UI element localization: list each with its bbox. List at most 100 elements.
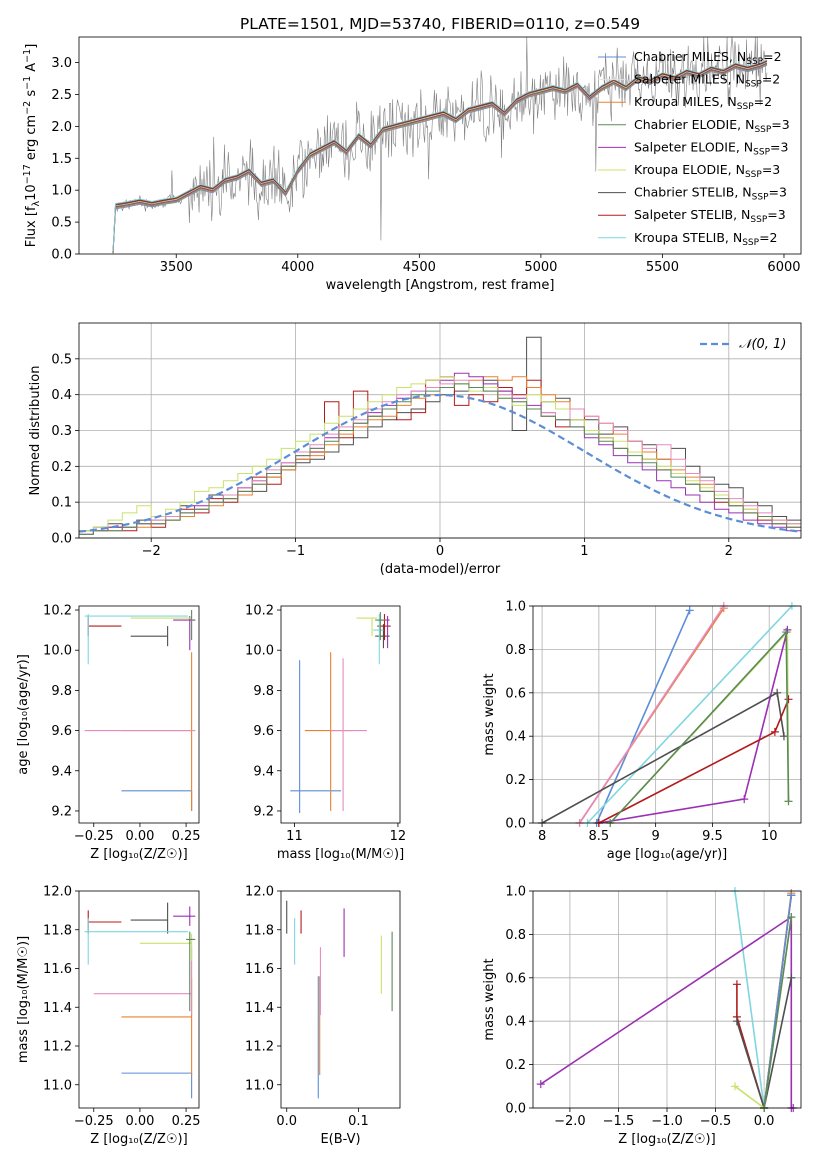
y-tick-label: 0.8 [505,928,526,943]
spectrum-panel: 3500 4000 4500 5000 5500 6000 0.0 0.5 1.0 1.5 2.0 2… [22,15,802,293]
model-line [112,63,768,255]
y-tick-label: 1.5 [51,152,72,167]
y-axis-label: Flux [fλ10−17 erg cm−2 s−1 A−1] [22,44,42,248]
y-tick-label: 10.2 [43,604,72,619]
y-tick-label: 0.0 [51,532,72,547]
x-tick-label: 0.00 [125,829,154,844]
axes-frame [532,890,802,1109]
weight-marker [787,891,796,900]
legend-label-text: Kroupa ELODIE, N [634,162,745,177]
weight-line [734,916,793,1110]
y-axis-label: age [log₁₀(age/yr)] [16,654,31,775]
weight-line [586,605,793,824]
legend-label-sub: SSP [737,102,754,112]
weight-marker [779,732,788,741]
legend-label: Kroupa ELODIE, NSSP=3 [634,162,780,180]
y-axis-label-part: Flux [f [24,206,39,247]
mass-vs-z-panel: −0.25 0.00 0.25 11.0 11.2 11.4 11.6 11.8 12.0 Z [… [16,885,201,1148]
legend-label-eq: =3 [767,207,785,222]
x-tick-label: −1 [286,544,305,559]
y-tick-label: 2.5 [51,88,72,103]
legend-label-text: Kroupa MILES, N [634,94,737,109]
y-tick-label: 11.8 [245,923,274,938]
histogram-series [79,376,801,532]
model-line [112,60,768,253]
legend-label: 𝒩(0, 1) [739,337,786,352]
x-tick-label: 0.00 [125,1114,154,1129]
legend-label-sub: SSP [742,238,759,248]
x-tick-label: 2 [725,544,733,559]
x-tick-label: 0.0 [276,1114,297,1129]
x-tick-label: 10 [761,829,778,844]
legend-label-sub: SSP [753,147,770,157]
axes-frame [78,36,802,255]
x-axis-label: mass [log₁₀(M/M☉)] [277,847,404,862]
weight-marker [685,606,694,615]
x-tick-label: 5500 [646,260,679,275]
weight-marker [787,913,796,922]
axes-frame [280,890,401,1109]
legend-label-text: Kroupa STELIB, N [634,230,742,245]
y-tick-label: 0.4 [505,1015,526,1030]
legend-label: Chabrier STELIB, NSSP=3 [634,185,787,203]
y-axis-label-part: −1 [22,49,33,63]
legend-label: Chabrier ELODIE, NSSP=3 [634,117,790,135]
legend-label-text: Salpeter STELIB, N [634,207,750,222]
mass-vs-ebv-panel: 0.0 0.1 11.0 11.2 11.4 11.6 11.8 12.0 E(B-V) [245,885,401,1147]
legend-label-sub: SSP [754,125,771,135]
y-tick-label: 0.2 [505,773,526,788]
axes-frame [78,605,200,824]
x-tick-label: 4500 [403,260,436,275]
x-axis-label: age [log₁₀(age/yr)] [607,847,728,862]
weight-line [541,691,785,824]
y-tick-label: 11.4 [43,1001,72,1016]
legend-label-text: Salpeter MILES, N [634,72,745,87]
y-tick-label: 0.5 [51,216,72,231]
model-line [112,59,768,252]
y-tick-label: 9.4 [51,764,72,779]
axes-frame [78,322,802,539]
x-tick-label: 9 [652,829,660,844]
weight-marker [787,973,796,982]
x-tick-label: 0.0 [754,1114,775,1129]
model-line [112,64,768,255]
axes-frame [280,605,401,824]
y-tick-label: 1.0 [505,600,526,615]
y-tick-label: 10.2 [245,604,274,619]
model-line [112,63,768,255]
residuals-panel: −2 −1 0 1 2 0.0 0.1 0.2 0.3 0.4 0.5 (data-model)/er… [28,322,802,577]
y-tick-label: 9.2 [253,804,274,819]
x-tick-label: 0.25 [172,829,201,844]
x-axis-label: wavelength [Angstrom, rest frame] [326,278,555,293]
x-tick-label: 0.1 [348,1114,369,1129]
normal-curve [78,393,802,533]
histogram-series [79,383,801,535]
x-tick-label: −1.5 [603,1114,635,1129]
y-axis-label-part: ] [24,44,39,49]
x-axis-label: Z [log₁₀(Z/Z☉)] [90,847,187,862]
y-axis-label: mass weight [482,958,497,1040]
x-tick-label: −0.25 [74,829,114,844]
y-tick-label: 12.0 [245,885,274,900]
y-axis-label: mass weight [482,673,497,755]
x-tick-label: 1 [580,544,588,559]
y-axis-label-part: −1 [22,76,33,90]
y-tick-label: 3.0 [51,56,72,71]
y-tick-label: 11.6 [245,962,274,977]
axes-frame [78,890,200,1109]
y-tick-label: 10.0 [43,644,72,659]
y-tick-label: 0.0 [51,248,72,263]
y-tick-label: 0.1 [51,496,72,511]
y-tick-label: 1.0 [505,885,526,900]
legend-label-eq: =3 [769,185,787,200]
model-line [112,61,768,254]
weight-marker [740,795,749,804]
weight-line [578,605,725,824]
x-tick-label: −1.0 [651,1114,683,1129]
y-tick-label: 9.6 [51,724,72,739]
legend-label: Chabrier MILES, NSSP=2 [634,49,782,67]
mass-weight-vs-age-panel: 8 8.5 9 9.5 10 0.0 0.2 0.4 0.6 0.8 1.0 age [log₁₀(a… [482,600,802,862]
x-axis-label: Z [log₁₀(Z/Z☉)] [618,1132,715,1147]
x-tick-label: −2 [142,544,161,559]
